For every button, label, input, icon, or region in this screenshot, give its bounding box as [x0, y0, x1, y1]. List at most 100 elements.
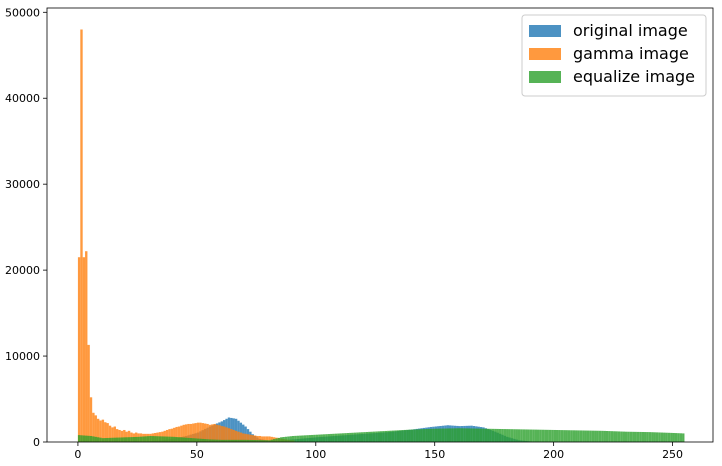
legend-label: gamma image	[573, 44, 689, 63]
histogram-bar	[120, 430, 124, 442]
histogram-bar	[596, 430, 599, 442]
histogram-bar	[244, 433, 247, 442]
histogram-bar	[529, 429, 533, 442]
histogram-bar	[399, 430, 402, 442]
histogram-bar	[570, 430, 573, 442]
histogram-bar	[422, 429, 426, 442]
histogram-bar	[579, 430, 583, 442]
histogram-bar	[391, 430, 395, 442]
histogram-bar	[427, 428, 430, 442]
histogram-bar	[87, 435, 90, 442]
histogram-bar	[472, 428, 476, 442]
histogram-bar	[341, 433, 345, 442]
histogram-bar	[674, 433, 678, 442]
histogram-bar	[184, 437, 188, 442]
histogram-bar	[448, 428, 452, 442]
histogram-bar	[401, 430, 404, 442]
histogram-bar	[223, 439, 226, 442]
histogram-bar	[655, 432, 659, 442]
histogram-bar	[605, 431, 609, 442]
histogram-bar	[244, 439, 247, 442]
histogram-bar	[173, 436, 176, 442]
histogram-bar	[104, 438, 107, 442]
histogram-bar	[548, 429, 552, 442]
y-tick-label: 0	[33, 436, 40, 449]
histogram-bar	[80, 29, 83, 443]
histogram-bar	[653, 432, 656, 442]
histogram-bar	[113, 426, 116, 442]
histogram-bar	[187, 423, 190, 442]
histogram-bar	[603, 430, 606, 442]
histogram-bar	[627, 431, 630, 442]
histogram-bar	[508, 429, 511, 442]
histogram-bar	[291, 435, 295, 442]
histogram-bar	[498, 428, 502, 442]
histogram-bar	[527, 429, 530, 442]
histogram-bar	[123, 437, 126, 442]
y-tick-label: 30000	[5, 178, 40, 191]
histogram-bar	[349, 432, 352, 442]
histogram-bar	[560, 430, 564, 442]
histogram-bar	[439, 428, 442, 442]
histogram-bar	[465, 428, 469, 442]
histogram-bar	[239, 439, 243, 442]
histogram-bar	[165, 436, 169, 442]
histogram-bar	[632, 431, 635, 442]
histogram-bar	[482, 428, 485, 442]
histogram-bar	[308, 435, 312, 442]
histogram-bar	[151, 436, 155, 442]
y-axis-ticks: 0 10000 20000 30000 40000 50000	[5, 6, 47, 449]
histogram-bar	[242, 424, 245, 442]
histogram-bar	[272, 439, 276, 442]
histogram-bar	[546, 429, 549, 442]
histogram-bar	[125, 431, 128, 442]
histogram-bar	[249, 434, 252, 442]
histogram-bar	[491, 428, 495, 442]
histogram-bar	[101, 419, 105, 442]
histogram-bar	[558, 430, 561, 442]
histogram-bar	[665, 432, 668, 442]
histogram-bar	[99, 437, 102, 442]
histogram-bar	[453, 428, 457, 442]
histogram-bar	[94, 436, 97, 442]
histogram-bar	[82, 435, 86, 442]
histogram-bar	[572, 430, 576, 442]
histogram-bar	[641, 431, 645, 442]
histogram-bar	[194, 438, 197, 442]
histogram-bar	[370, 431, 373, 442]
histogram-bar	[629, 431, 633, 442]
legend-swatch	[529, 71, 561, 83]
histogram-bar	[380, 431, 383, 442]
histogram-bar	[396, 430, 400, 442]
histogram-bar	[289, 436, 292, 442]
histogram-bar	[180, 437, 183, 442]
histogram-bar	[125, 437, 128, 442]
histogram-bar	[586, 430, 590, 442]
histogram-bar	[108, 437, 112, 442]
histogram-bar	[165, 429, 169, 442]
histogram-bar	[201, 423, 204, 442]
histogram-bar	[258, 440, 262, 442]
legend-label: original image	[573, 21, 688, 40]
x-tick-label: 50	[190, 448, 204, 461]
histogram-bar	[99, 420, 102, 442]
histogram-bar	[130, 437, 133, 442]
histogram-bar	[96, 418, 100, 442]
histogram-bar	[353, 432, 357, 442]
histogram-bar	[213, 439, 216, 442]
histogram-bar	[677, 433, 680, 442]
histogram-bar	[660, 432, 664, 442]
histogram-bar	[539, 429, 542, 442]
histogram-bar	[520, 429, 523, 442]
histogram-bar	[382, 431, 385, 442]
histogram-bar	[601, 430, 604, 442]
histogram-bar	[268, 440, 271, 442]
histogram-bar	[311, 434, 314, 442]
histogram-bar	[184, 424, 188, 442]
histogram-bar	[101, 438, 105, 442]
histogram-bar	[135, 436, 138, 442]
histogram-bar	[268, 436, 271, 442]
histogram-bar	[284, 436, 288, 442]
histogram-bar	[282, 437, 285, 442]
y-tick-label: 40000	[5, 92, 40, 105]
